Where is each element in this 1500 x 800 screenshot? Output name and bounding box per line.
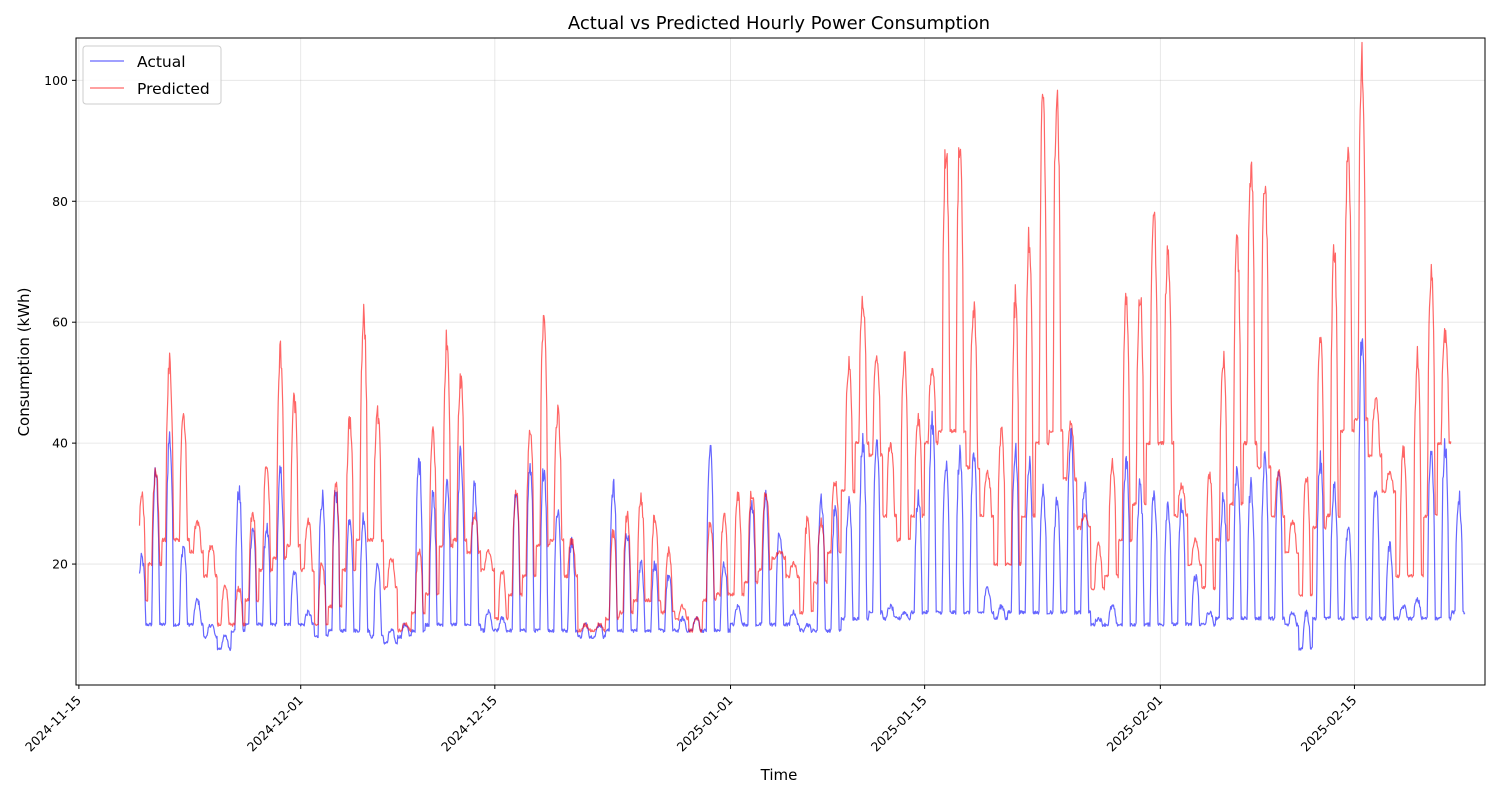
legend-predicted-label: Predicted: [137, 80, 210, 98]
plot-frame: [75, 37, 1486, 686]
y-tick-label: 80: [52, 194, 68, 209]
chart-title: Actual vs Predicted Hourly Power Consump…: [568, 13, 990, 34]
series-line-actual: [138, 338, 1466, 652]
y-tick-label: 40: [52, 436, 68, 451]
y-tick-label: 100: [44, 73, 68, 88]
y-tick-label: 60: [52, 315, 68, 330]
legend-actual-label: Actual: [137, 53, 186, 71]
y-axis-label: Consumption (kWh): [15, 288, 33, 437]
series-line-predicted: [138, 41, 1452, 633]
grid: [76, 38, 1485, 685]
y-axis-ticks: 20 40 60 80 100: [44, 73, 76, 572]
legend: Actual Predicted: [82, 45, 222, 105]
series-layer: [138, 41, 1466, 652]
y-tick-label: 20: [52, 557, 68, 572]
x-axis-label: Time: [760, 766, 798, 784]
